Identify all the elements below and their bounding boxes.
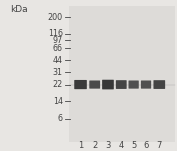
Text: 2: 2 bbox=[92, 141, 97, 150]
Text: 31: 31 bbox=[53, 68, 63, 77]
Text: 97: 97 bbox=[53, 35, 63, 45]
Text: 14: 14 bbox=[53, 97, 63, 106]
Text: 66: 66 bbox=[53, 44, 63, 53]
Text: 200: 200 bbox=[48, 13, 63, 22]
Bar bbox=[69, 6, 175, 142]
Text: 22: 22 bbox=[53, 80, 63, 89]
Text: 6: 6 bbox=[143, 141, 149, 150]
FancyBboxPatch shape bbox=[102, 80, 114, 89]
FancyBboxPatch shape bbox=[74, 80, 87, 89]
Text: 6: 6 bbox=[58, 114, 63, 123]
FancyBboxPatch shape bbox=[153, 80, 165, 89]
FancyBboxPatch shape bbox=[141, 80, 151, 89]
Text: kDa: kDa bbox=[10, 5, 27, 14]
Text: 4: 4 bbox=[119, 141, 124, 150]
Text: 5: 5 bbox=[131, 141, 136, 150]
Text: 3: 3 bbox=[105, 141, 111, 150]
FancyBboxPatch shape bbox=[89, 80, 100, 89]
FancyBboxPatch shape bbox=[116, 80, 127, 89]
Text: 1: 1 bbox=[78, 141, 83, 150]
Text: 7: 7 bbox=[157, 141, 162, 150]
Text: 116: 116 bbox=[48, 29, 63, 39]
Text: 44: 44 bbox=[53, 56, 63, 65]
FancyBboxPatch shape bbox=[129, 80, 139, 89]
